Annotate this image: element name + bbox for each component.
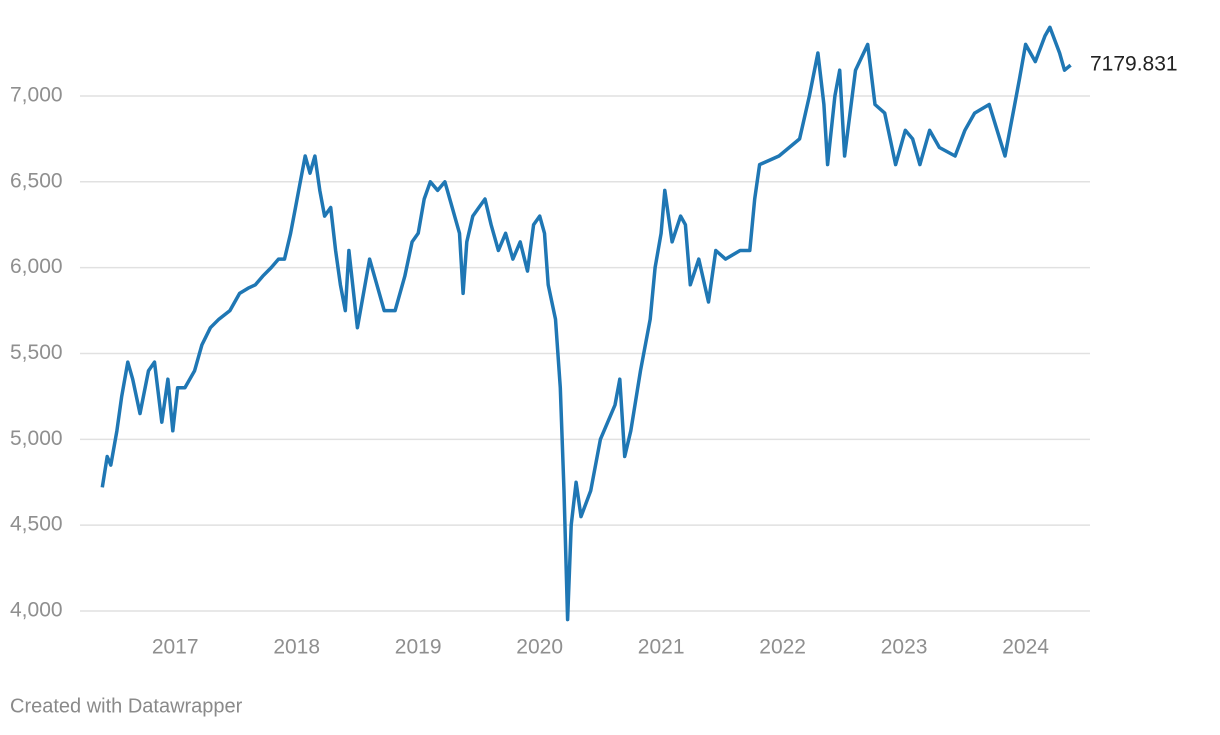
y-tick-label: 5,500	[10, 341, 63, 364]
y-tick-label: 5,000	[10, 427, 63, 450]
footer: Created with Datawrapper	[10, 695, 243, 717]
x-tick-label: 2024	[1002, 636, 1049, 659]
x-tick-label: 2018	[273, 636, 320, 659]
x-tick-label: 2020	[516, 636, 563, 659]
y-tick-label: 4,000	[10, 599, 63, 622]
y-tick-label: 4,500	[10, 513, 63, 536]
x-tick-label: 2017	[152, 636, 199, 659]
end-label: 7179.831	[1090, 53, 1178, 76]
x-tick-label: 2022	[759, 636, 806, 659]
y-tick-label: 6,000	[10, 255, 63, 278]
line	[100, 25, 1072, 622]
x-tick-label: 2023	[881, 636, 928, 659]
x-tick-label: 2019	[395, 636, 442, 659]
x-tick-label: 2021	[638, 636, 685, 659]
y-tick-label: 6,500	[10, 169, 63, 192]
y-tick-label: 7,000	[10, 83, 63, 106]
